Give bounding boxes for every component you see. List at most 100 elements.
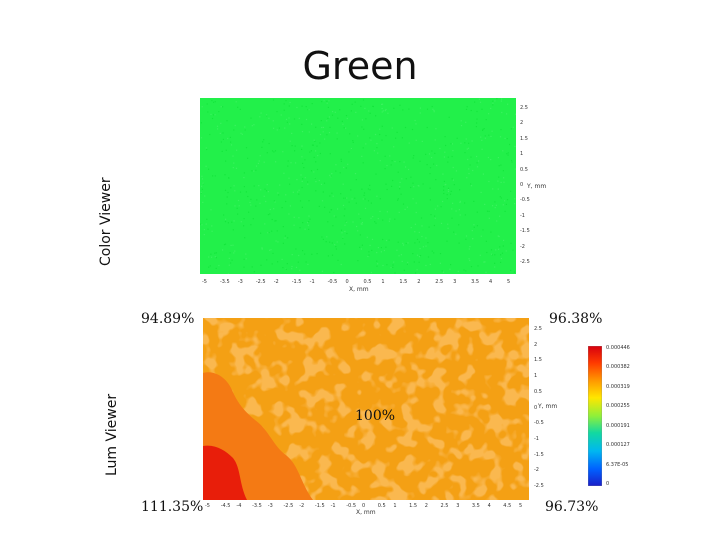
color-viewer-speckle xyxy=(331,192,333,194)
color-viewer-speckle xyxy=(345,167,347,169)
color-viewer-speckle xyxy=(370,217,372,219)
color-viewer-speckle xyxy=(422,246,424,248)
color-viewer-speckle xyxy=(432,108,434,110)
color-viewer-speckle xyxy=(345,127,347,129)
color-viewer-speckle xyxy=(443,156,445,158)
color-viewer-speckle xyxy=(370,271,372,274)
color-viewer-speckle xyxy=(276,230,278,232)
color-viewer-speckle xyxy=(476,110,478,113)
color-viewer-x-tick: 4 xyxy=(489,279,493,285)
color-viewer-speckle xyxy=(217,128,219,130)
color-viewer-speckle xyxy=(261,248,263,250)
color-viewer-speckle xyxy=(419,160,421,162)
color-viewer-speckle xyxy=(452,150,454,152)
lum-viewer-y-tick: -2.5 xyxy=(534,483,544,489)
color-viewer-speckle xyxy=(271,150,274,152)
color-viewer-speckle xyxy=(363,192,366,194)
color-viewer-x-tick: 5 xyxy=(507,279,511,285)
color-viewer-speckle xyxy=(275,220,277,222)
color-viewer-speckle xyxy=(350,189,352,191)
color-viewer-speckle xyxy=(274,201,276,203)
color-viewer-speckle xyxy=(395,137,397,139)
color-viewer-speckle xyxy=(347,163,349,165)
color-viewer-speckle xyxy=(479,101,482,103)
color-viewer-speckle xyxy=(514,198,516,200)
color-viewer-speckle xyxy=(447,187,450,189)
color-viewer-speckle xyxy=(486,251,488,254)
color-viewer-speckle xyxy=(214,175,216,177)
color-viewer-speckle xyxy=(340,158,342,160)
color-viewer-speckle xyxy=(405,178,407,180)
color-viewer-speckle xyxy=(221,150,223,152)
color-viewer-speckle xyxy=(445,183,447,185)
color-viewer-speckle xyxy=(468,248,470,250)
color-viewer-speckle xyxy=(240,132,242,134)
color-viewer-speckle xyxy=(407,261,409,263)
color-viewer-speckle xyxy=(327,255,329,257)
color-viewer-speckle xyxy=(340,229,343,231)
color-viewer-speckle xyxy=(439,253,442,255)
color-viewer-speckle xyxy=(294,145,296,147)
color-viewer-speckle xyxy=(210,209,212,211)
color-viewer-speckle xyxy=(474,101,476,103)
color-viewer-x-tick: -2 xyxy=(273,279,279,285)
color-viewer-speckle xyxy=(469,259,471,262)
color-viewer-speckle xyxy=(305,118,308,121)
color-viewer-speckle xyxy=(452,166,454,169)
color-viewer-speckle xyxy=(301,148,303,150)
color-viewer-speckle xyxy=(343,215,345,217)
color-viewer-speckle xyxy=(225,149,227,151)
color-viewer-speckle xyxy=(231,259,233,261)
color-viewer-speckle xyxy=(224,174,226,176)
color-viewer-speckle xyxy=(362,162,364,164)
color-viewer-speckle xyxy=(370,139,372,141)
color-viewer-speckle xyxy=(289,183,291,185)
color-viewer-speckle xyxy=(451,217,453,219)
color-viewer-speckle xyxy=(380,251,382,253)
color-viewer-speckle xyxy=(308,228,310,230)
color-viewer-speckle xyxy=(365,143,367,145)
color-viewer-speckle xyxy=(210,113,212,115)
color-viewer-speckle xyxy=(431,150,433,152)
color-viewer-speckle xyxy=(490,231,492,233)
color-viewer-speckle xyxy=(401,137,403,139)
color-viewer-speckle xyxy=(282,242,284,244)
color-viewer-speckle xyxy=(500,129,502,131)
color-viewer-speckle xyxy=(441,270,443,272)
color-viewer-speckle xyxy=(229,252,231,254)
color-viewer-speckle xyxy=(272,120,274,122)
lum-viewer-x-tick: -2 xyxy=(299,503,305,509)
color-viewer-speckle xyxy=(481,139,483,141)
color-viewer-speckle xyxy=(355,179,357,181)
color-viewer-speckle xyxy=(314,177,316,179)
color-viewer-speckle xyxy=(478,160,480,162)
color-viewer-speckle xyxy=(348,201,350,203)
color-viewer-speckle xyxy=(322,191,324,193)
color-viewer-speckle xyxy=(207,228,209,230)
color-viewer-speckle xyxy=(321,126,323,129)
color-viewer-speckle xyxy=(285,118,288,120)
color-viewer-speckle xyxy=(376,143,378,145)
color-viewer-speckle xyxy=(215,252,217,254)
color-viewer-speckle xyxy=(216,125,219,127)
color-viewer-speckle xyxy=(234,124,236,127)
color-viewer-speckle xyxy=(433,163,435,165)
color-viewer-speckle xyxy=(370,202,372,204)
color-viewer-speckle xyxy=(289,101,291,104)
color-viewer-speckle xyxy=(322,126,324,128)
color-viewer-speckle xyxy=(419,255,422,257)
lum-viewer-y-tick: -1.5 xyxy=(534,451,544,458)
color-viewer-speckle xyxy=(361,126,363,128)
color-viewer-speckle xyxy=(309,218,311,220)
color-viewer-speckle xyxy=(315,150,317,152)
color-viewer-speckle xyxy=(243,172,245,174)
color-viewer-speckle xyxy=(296,106,298,109)
color-viewer-speckle xyxy=(476,118,478,120)
lum-viewer-x-tick: 5 xyxy=(519,503,523,509)
color-viewer-y-axis-label: Y, mm xyxy=(527,183,547,190)
color-viewer-speckle xyxy=(419,107,421,109)
color-viewer-speckle xyxy=(416,238,419,240)
color-viewer-speckle xyxy=(468,258,470,260)
color-viewer-speckle xyxy=(206,148,208,151)
color-viewer-speckle xyxy=(220,141,222,143)
